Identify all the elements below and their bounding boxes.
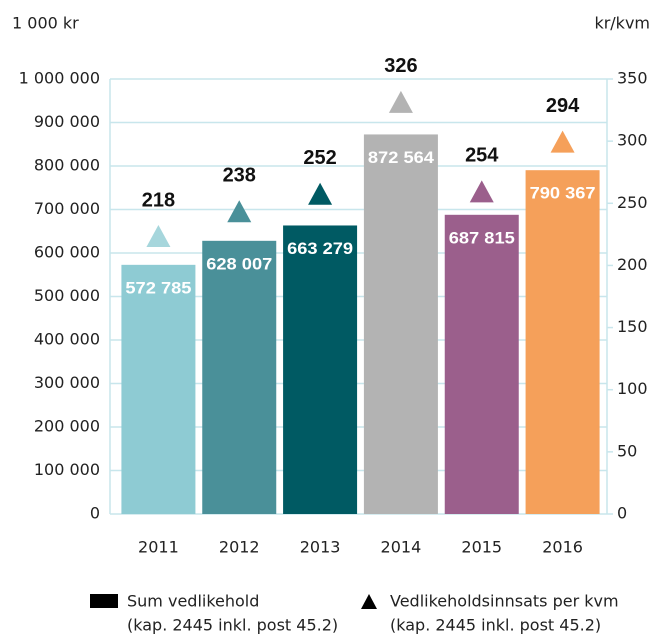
y-tick-label: 400 000 [34,330,100,349]
triangle-marker [388,90,413,113]
y-tick-label: 500 000 [34,286,100,305]
marker-value-label: 326 [384,55,417,77]
bar [202,240,277,514]
y2-tick-label: 200 [617,255,648,274]
y2-tick-label: 100 [617,379,648,398]
triangle-marker [469,180,494,203]
legend-label: Vedlikeholdsinnsats per kvm [390,592,619,611]
marker-value-label: 238 [223,164,256,186]
y-tick-label: 900 000 [34,112,100,131]
bar [444,214,519,514]
y2-tick-label: 300 [617,131,648,150]
y2-tick-label: 350 [617,69,648,88]
legend-label: Sum vedlikehold [127,592,259,611]
y2-tick-label: 150 [617,317,648,336]
x-tick-label: 2013 [300,538,341,557]
triangle-marker [227,200,252,223]
x-tick-label: 2011 [138,538,179,557]
triangle-marker [146,225,171,248]
legend-swatch [90,594,118,608]
y2-tick-label: 0 [617,504,627,523]
bar-value-label: 572 785 [125,278,191,297]
bar-value-label: 628 007 [206,254,272,273]
y-axis-title: 1 000 kr [12,14,79,33]
bar-value-label: 790 367 [530,184,596,203]
y-tick-label: 800 000 [34,156,100,175]
marker-value-label: 294 [546,95,580,117]
y-tick-label: 1 000 000 [19,69,100,88]
y-tick-label: 600 000 [34,243,100,262]
bar [283,225,358,514]
y-tick-label: 100 000 [34,460,100,479]
bar-value-label: 872 564 [368,148,435,167]
y2-axis-title: kr/kvm [594,14,650,33]
bar [121,264,196,514]
legend-note: (kap. 2445 inkl. post 45.2) [390,616,601,635]
legend-swatch [361,594,377,609]
marker-value-label: 254 [465,145,499,167]
bar-value-label: 687 815 [449,228,515,247]
y-tick-label: 0 [90,504,100,523]
y-tick-label: 700 000 [34,199,100,218]
triangle-marker [308,182,333,205]
marker-value-label: 252 [303,147,336,169]
x-tick-label: 2015 [461,538,502,557]
bar [525,170,600,514]
x-tick-label: 2016 [542,538,583,557]
y-tick-label: 300 000 [34,373,100,392]
y2-tick-label: 250 [617,193,648,212]
x-tick-label: 2014 [381,538,422,557]
marker-value-label: 218 [142,189,175,211]
y-tick-label: 200 000 [34,417,100,436]
y2-tick-label: 50 [617,441,637,460]
triangle-marker [550,130,575,153]
bar-value-label: 663 279 [287,239,353,258]
legend-note: (kap. 2445 inkl. post 45.2) [127,616,338,635]
x-tick-label: 2012 [219,538,260,557]
bar [363,134,438,514]
